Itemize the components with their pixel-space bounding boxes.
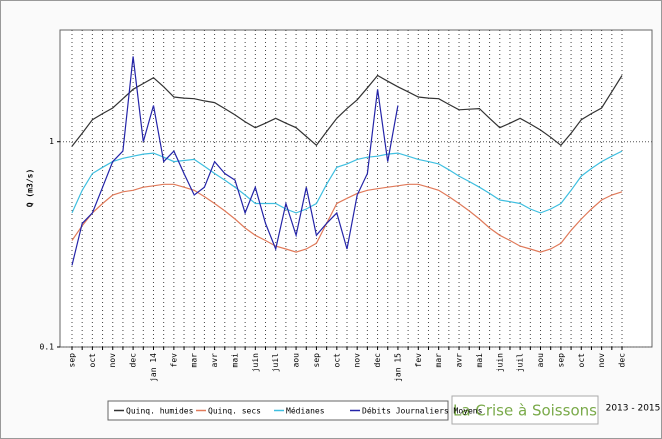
x-tick-label: juil — [271, 353, 280, 372]
x-tick-label: aou — [536, 353, 545, 368]
x-tick-label: fev — [414, 353, 423, 368]
x-tick-label: sep — [312, 353, 321, 368]
legend-label: Médianes — [286, 406, 325, 416]
line — [71, 150, 623, 214]
x-tick-label: aou — [292, 353, 301, 368]
plot-area — [59, 29, 653, 348]
legend-label: Quinq. secs — [208, 407, 261, 416]
x-tick-label: avr — [210, 353, 219, 368]
x-tick-label: juin — [251, 353, 260, 372]
x-tick-label: nov — [108, 353, 117, 368]
line — [71, 74, 623, 147]
x-tick-label: oct — [332, 353, 341, 368]
x-tick-label: mar — [190, 353, 199, 368]
x-tick-label: mar — [434, 353, 443, 368]
y-tick-label: 0.1 — [40, 343, 55, 352]
x-tick-label: avr — [455, 353, 464, 368]
x-tick-label: fev — [169, 353, 178, 368]
x-tick-label: sep — [556, 353, 565, 368]
x-tick-label: juin — [495, 353, 504, 372]
y-axis-label: Q (m3/s) — [26, 169, 35, 208]
x-tick-label: oct — [577, 353, 586, 368]
period: 2013 - 2015 — [606, 404, 661, 414]
brand: La Crise à Soissons — [453, 402, 597, 420]
line — [71, 183, 623, 253]
x-tick-label: nov — [597, 353, 606, 368]
legend-label: Débits Journaliers Moyens — [362, 406, 483, 416]
x-tick-label: jan 14 — [149, 353, 158, 382]
x-tick-label: sep — [68, 353, 77, 368]
x-tick-label: dec — [373, 353, 382, 368]
x-tick-label: nov — [353, 353, 362, 368]
brand-box — [451, 395, 599, 425]
x-tick-label: oct — [88, 353, 97, 368]
x-tick-label: jan 15 — [393, 353, 402, 382]
legend-label: Quinq. humides — [126, 407, 194, 416]
x-tick-label: juil — [516, 353, 525, 372]
x-tick-label: dec — [618, 353, 627, 368]
x-tick-label: dec — [129, 353, 138, 368]
x-tick-label: mai — [230, 353, 239, 368]
y-tick-label: 1 — [49, 137, 54, 146]
x-tick-label: mai — [475, 353, 484, 368]
line — [71, 56, 399, 266]
